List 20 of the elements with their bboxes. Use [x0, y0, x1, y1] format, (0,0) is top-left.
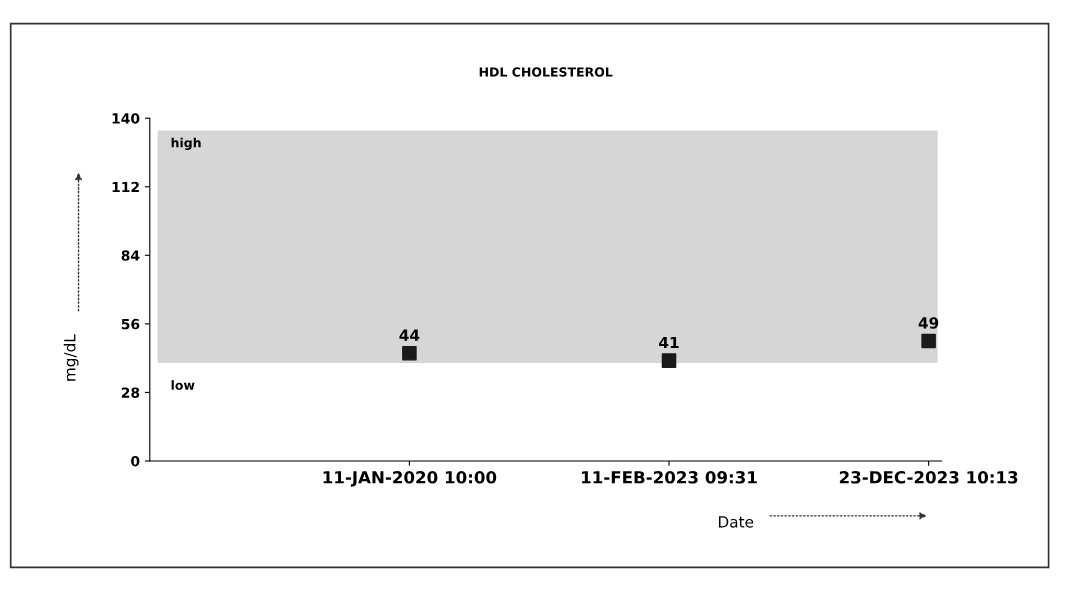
y-axis-title: mg/dL: [63, 334, 79, 381]
data-label: 41: [659, 336, 679, 349]
y-tick-label: 140: [112, 113, 140, 124]
y-tick-label: 112: [112, 181, 139, 193]
y-tick-label: 56: [121, 318, 140, 330]
y-tick-label: 28: [121, 387, 140, 398]
x-tick-label: 23-DEC-2023 10:13: [839, 471, 1018, 484]
annotation: low: [171, 380, 195, 390]
x-tick-label: 11-JAN-2020 10:00: [323, 471, 497, 487]
point: [661, 353, 677, 368]
point: [921, 333, 936, 349]
y-tick-label: 84: [121, 250, 140, 261]
band-label: high: [171, 137, 201, 150]
data-label: 44: [399, 329, 420, 341]
x-tick-label: 11-FEB-2023 09:31: [582, 471, 757, 484]
x-axis-title: Date: [718, 516, 754, 528]
y-tick-label: 0: [131, 455, 140, 467]
data-label: 49: [918, 317, 939, 329]
chart-title: HDL CHOLESTEROL: [479, 67, 613, 77]
point: [402, 345, 417, 361]
